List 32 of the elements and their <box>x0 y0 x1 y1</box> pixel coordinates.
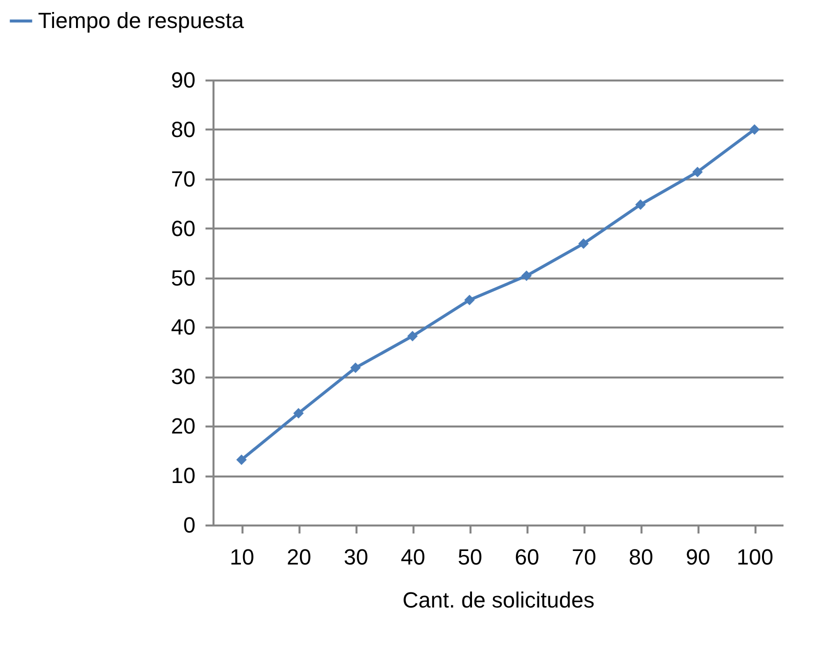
x-tick-label: 100 <box>736 544 774 570</box>
point <box>749 124 760 135</box>
x-axis-title: Cant. de solicitudes <box>402 588 594 612</box>
y-tick-label: 90 <box>171 68 196 92</box>
point <box>635 199 646 210</box>
point <box>350 362 361 374</box>
x-tick-label: 40 <box>400 544 426 570</box>
point <box>521 270 532 282</box>
y-tick-label: 70 <box>171 166 196 192</box>
y-tick-label: 10 <box>171 463 196 488</box>
legend-label: Tiempo de respuesta <box>38 8 245 33</box>
y-tick-label: 60 <box>171 216 196 241</box>
y-tick-label: 40 <box>171 314 196 340</box>
point <box>464 294 475 306</box>
x-tick-label: 80 <box>628 544 654 570</box>
x-tick-label: 70 <box>572 544 596 570</box>
y-tick-label: 30 <box>171 364 196 390</box>
x-tick-label: 10 <box>230 544 254 570</box>
x-tick-label: 90 <box>686 544 710 570</box>
y-tick-label: 80 <box>171 116 196 142</box>
y-tick-label: 20 <box>171 414 196 439</box>
y-tick-label: 50 <box>171 265 196 290</box>
x-tick-label: 30 <box>344 544 368 570</box>
x-tick-label: 50 <box>458 544 482 570</box>
x-tick-label: 20 <box>286 544 312 570</box>
point <box>236 454 247 465</box>
point <box>407 330 418 342</box>
point <box>578 238 589 249</box>
point <box>293 408 304 418</box>
y-tick-label: 0 <box>183 512 196 538</box>
point <box>692 166 703 178</box>
x-tick-label: 60 <box>514 544 540 570</box>
